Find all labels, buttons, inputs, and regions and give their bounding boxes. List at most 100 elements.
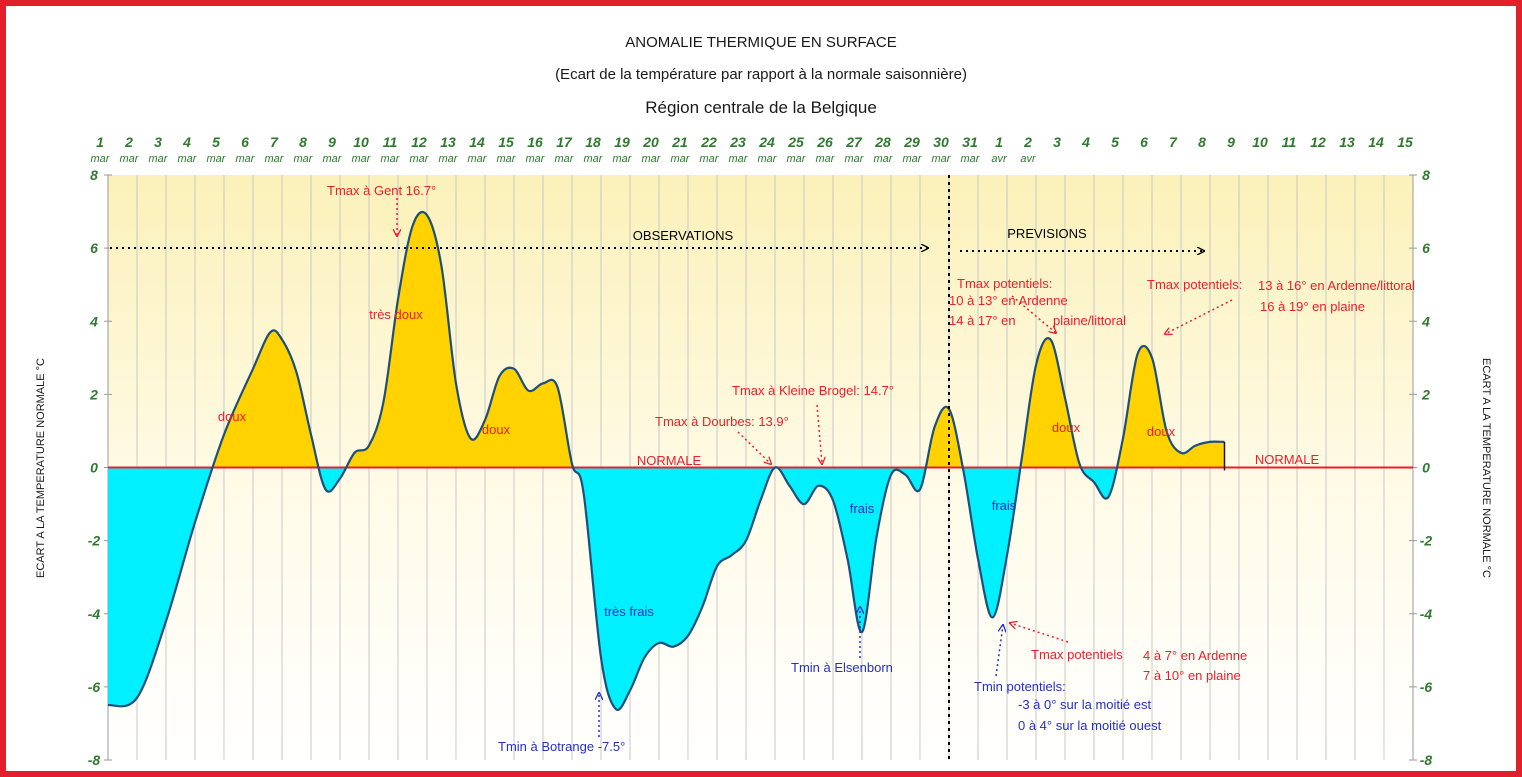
y-tick-label-left: 2 bbox=[89, 386, 98, 402]
x-tick-label-day: 27 bbox=[845, 134, 863, 150]
y-tick-label-right: 0 bbox=[1422, 460, 1430, 476]
chart-region-title: Région centrale de la Belgique bbox=[645, 98, 877, 117]
x-tick-label-day: 6 bbox=[241, 134, 249, 150]
x-tick-label-day: 5 bbox=[1111, 134, 1119, 150]
normale-label-left: NORMALE bbox=[637, 453, 702, 468]
annotation-tmin-botrange: Tmin à Botrange -7.5° bbox=[498, 739, 625, 754]
x-tick-label-day: 6 bbox=[1140, 134, 1148, 150]
x-tick-label-day: 15 bbox=[498, 134, 514, 150]
x-tick-label-day: 13 bbox=[440, 134, 456, 150]
x-tick-label-day: 11 bbox=[1282, 134, 1297, 150]
x-tick-label-day: 23 bbox=[729, 134, 746, 150]
x-tick-label-month: mar bbox=[497, 153, 517, 165]
y-tick-label-left: 8 bbox=[90, 167, 98, 183]
x-tick-label-month: mar bbox=[352, 153, 372, 165]
x-tick-label-day: 13 bbox=[1339, 134, 1355, 150]
x-tick-label-month: avr bbox=[1020, 153, 1037, 165]
x-tick-label-month: mar bbox=[874, 153, 894, 165]
annotation-tmax-potentiels-2-line1: Tmax potentiels: bbox=[1147, 277, 1242, 292]
x-tick-label-day: 7 bbox=[270, 134, 279, 150]
x-tick-label-month: mar bbox=[555, 153, 575, 165]
x-tick-label-day: 12 bbox=[411, 134, 427, 150]
normale-label-right: NORMALE bbox=[1255, 452, 1320, 467]
annotation-tmax-dourbes: Tmax à Dourbes: 13.9° bbox=[655, 414, 789, 429]
y-axis-ticks: 8 8 6 6 4 4 2 2 0 0 -2 -2 -4 -4 -6 -6 -8 -8 bbox=[88, 167, 1433, 768]
annotation-tmax-potentiels-2-line2: 13 à 16° en Ardenne/littoral bbox=[1258, 278, 1415, 293]
x-tick-label-month: mar bbox=[758, 153, 778, 165]
warm-anomaly-area bbox=[108, 212, 1225, 468]
x-tick-label-day: 30 bbox=[933, 134, 949, 150]
x-tick-label-month: mar bbox=[294, 153, 314, 165]
x-tick-label-month: mar bbox=[178, 153, 198, 165]
x-tick-label-day: 31 bbox=[962, 134, 978, 150]
x-tick-label-day: 29 bbox=[903, 134, 920, 150]
anomaly-series-line bbox=[107, 210, 1225, 712]
x-tick-label-day: 9 bbox=[328, 134, 336, 150]
x-tick-label-day: 10 bbox=[1252, 134, 1268, 150]
x-tick-label-day: 2 bbox=[1023, 134, 1032, 150]
chart-title: ANOMALIE THERMIQUE EN SURFACE bbox=[625, 34, 897, 51]
arrow-tmax-potentiels-3 bbox=[1010, 623, 1069, 643]
y-tick-label-right: -6 bbox=[1420, 679, 1433, 695]
x-tick-label-month: mar bbox=[584, 153, 604, 165]
annotation-tmax-potentiels-1-line3: 14 à 17° en bbox=[949, 313, 1016, 328]
x-tick-label-day: 28 bbox=[874, 134, 891, 150]
annotation-tmax-potentiels-1-line2: 10 à 13° en Ardenne bbox=[949, 293, 1068, 308]
zone-label-doux-4: doux bbox=[1147, 424, 1176, 439]
y-tick-label-left: -2 bbox=[88, 533, 101, 549]
x-tick-label-month: mar bbox=[526, 153, 546, 165]
x-tick-label-month: mar bbox=[120, 153, 140, 165]
arrow-tmin-potentiels bbox=[995, 625, 1003, 677]
annotation-tmax-potentiels-3-line2: 4 à 7° en Ardenne bbox=[1143, 648, 1247, 663]
x-tick-label-month: mar bbox=[671, 153, 691, 165]
x-tick-label-month: mar bbox=[236, 153, 256, 165]
x-tick-label-month: mar bbox=[207, 153, 227, 165]
x-tick-label-month: mar bbox=[410, 153, 430, 165]
x-tick-label-day: 7 bbox=[1169, 134, 1178, 150]
x-tick-label-day: 9 bbox=[1227, 134, 1235, 150]
x-tick-label-day: 4 bbox=[1081, 134, 1090, 150]
annotation-tmax-potentiels-1-line4: plaine/littoral bbox=[1053, 313, 1126, 328]
x-tick-label-month: mar bbox=[265, 153, 285, 165]
x-tick-label-month: mar bbox=[700, 153, 720, 165]
x-tick-label-month: mar bbox=[323, 153, 343, 165]
x-tick-label-day: 21 bbox=[671, 134, 688, 150]
x-tick-label-day: 10 bbox=[353, 134, 369, 150]
x-tick-label-day: 17 bbox=[556, 134, 573, 150]
y-tick-label-left: -6 bbox=[88, 679, 101, 695]
x-tick-label-month: mar bbox=[613, 153, 633, 165]
x-tick-label-month: mar bbox=[816, 153, 836, 165]
y-tick-label-right: 2 bbox=[1421, 386, 1430, 402]
x-tick-label-month: mar bbox=[787, 153, 807, 165]
x-tick-label-day: 4 bbox=[182, 134, 191, 150]
annotation-tmax-gent: Tmax à Gent 16.7° bbox=[327, 183, 436, 198]
x-tick-label-day: 2 bbox=[124, 134, 133, 150]
x-tick-label-month: mar bbox=[961, 153, 981, 165]
x-tick-label-day: 26 bbox=[816, 134, 833, 150]
zone-label-doux-2: doux bbox=[482, 422, 511, 437]
cold-anomaly-area bbox=[108, 467, 1225, 710]
chart-subtitle: (Ecart de la température par rapport à l… bbox=[555, 66, 967, 83]
x-tick-label-month: mar bbox=[932, 153, 952, 165]
x-tick-label-month: mar bbox=[468, 153, 488, 165]
annotation-tmin-elsenborn: Tmin à Elsenborn bbox=[791, 660, 893, 675]
annotation-tmin-potentiels-line2: -3 à 0° sur la moitié est bbox=[1018, 697, 1151, 712]
x-tick-label-month: mar bbox=[381, 153, 401, 165]
annotation-tmax-potentiels-3-line3: 7 à 10° en plaine bbox=[1143, 668, 1241, 683]
y-tick-label-right: -8 bbox=[1420, 752, 1433, 768]
observations-label: OBSERVATIONS bbox=[633, 228, 734, 243]
x-tick-label-day: 3 bbox=[154, 134, 162, 150]
x-tick-label-day: 18 bbox=[585, 134, 601, 150]
previsions-label: PREVISIONS bbox=[1007, 226, 1087, 241]
x-tick-label-day: 25 bbox=[787, 134, 804, 150]
y-tick-label-left: 6 bbox=[90, 240, 98, 256]
y-tick-label-right: 8 bbox=[1422, 167, 1430, 183]
x-tick-label-day: 20 bbox=[642, 134, 659, 150]
zone-label-tres-frais: très frais bbox=[604, 604, 654, 619]
x-tick-label-day: 3 bbox=[1053, 134, 1061, 150]
x-tick-label-day: 19 bbox=[614, 134, 630, 150]
x-tick-label-day: 12 bbox=[1310, 134, 1326, 150]
y-tick-label-left: -4 bbox=[88, 606, 101, 622]
x-tick-label-day: 11 bbox=[383, 134, 398, 150]
